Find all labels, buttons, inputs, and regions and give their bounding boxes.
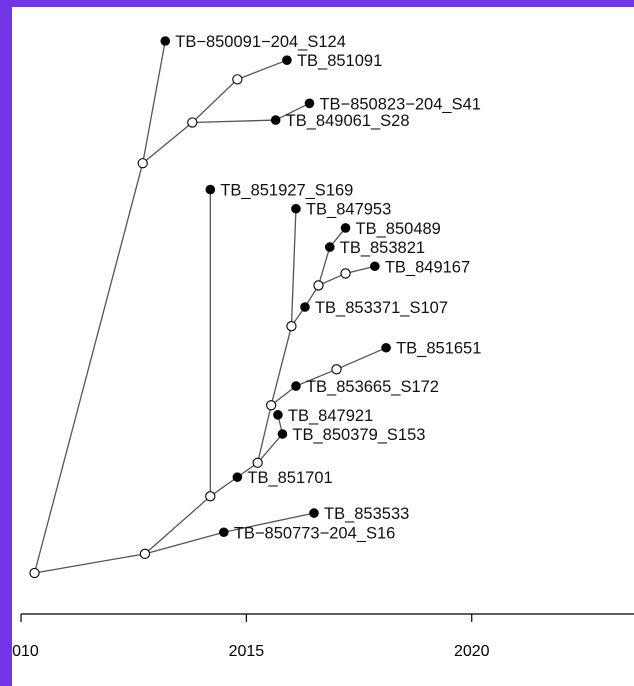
tip-label: TB_853533	[324, 505, 409, 523]
tip-node	[270, 115, 281, 125]
tree-edge	[290, 208, 297, 327]
tree-edge	[142, 40, 166, 164]
tree-edge	[223, 512, 315, 533]
tree-edge	[33, 163, 144, 574]
tree-edge	[257, 405, 272, 463]
tip-label: TB_853665_S172	[306, 378, 439, 396]
tip-label: TB_847921	[288, 407, 373, 425]
tip-label: TB_850489	[356, 220, 441, 238]
tree-edge	[275, 102, 310, 121]
x-tick-label: 2015	[229, 643, 265, 660]
tree-nodes	[29, 36, 391, 579]
tip-node	[205, 184, 216, 195]
tip-node	[160, 36, 171, 46]
tip-label: TB_850379_S153	[292, 426, 425, 444]
tip-node	[232, 472, 243, 482]
tip-node	[304, 98, 315, 109]
internal-node	[266, 400, 277, 411]
internal-node	[252, 457, 263, 468]
tip-node	[324, 242, 335, 252]
internal-node	[313, 280, 324, 291]
tip-node	[340, 223, 351, 233]
tip-label: TB_853821	[340, 239, 425, 257]
tree-edge	[142, 121, 193, 164]
tip-label: TB_851091	[297, 52, 382, 70]
tip-node	[291, 381, 301, 391]
tip-node	[219, 527, 229, 538]
tip-label: TB−850091−204_S124	[175, 33, 346, 51]
internal-node	[205, 491, 216, 502]
tip-label: TB_851927_S169	[220, 182, 353, 200]
tip-node	[291, 203, 301, 214]
tip-label: TB−850773−204_S16	[234, 524, 395, 542]
internal-node	[29, 567, 40, 579]
internal-node	[137, 158, 148, 169]
internal-node	[139, 548, 151, 559]
internal-node	[331, 364, 342, 375]
figure-panel: TB−850091−204_S124 TB_851091 TB−850823−204…	[12, 7, 634, 686]
internal-node	[232, 74, 243, 85]
internal-node	[340, 268, 351, 279]
tree-edge	[336, 347, 387, 370]
tree-edge	[257, 433, 283, 464]
tip-label: TB−850823−204_S41	[319, 95, 480, 113]
tree-edge	[144, 495, 211, 555]
tree-edge	[317, 246, 331, 286]
tree-edge	[144, 531, 225, 555]
x-tick-label: 2020	[454, 643, 490, 660]
tip-label: TB_849167	[385, 258, 470, 276]
tree-edge	[295, 368, 337, 387]
tree-edge	[270, 326, 293, 406]
tree-edge	[270, 385, 297, 406]
tip-label: TB_853371_S107	[315, 299, 448, 317]
tree-edge	[209, 476, 238, 497]
tree-edge	[192, 119, 276, 124]
tip-label: TB_847953	[306, 201, 391, 219]
tip-node	[381, 342, 391, 353]
tip-node	[277, 429, 288, 439]
tip-label: TB_851651	[396, 340, 481, 358]
internal-node	[286, 321, 297, 332]
tip-node	[370, 261, 380, 272]
tip-node	[282, 55, 292, 65]
tree-edge	[191, 78, 238, 123]
tree-edge	[34, 553, 146, 574]
internal-node	[187, 117, 198, 128]
tip-label: TB_851701	[247, 469, 332, 487]
x-axis: 2010 2015 2020	[12, 613, 634, 660]
tip-node	[300, 302, 310, 312]
x-tick-label: 2010	[12, 643, 39, 660]
tip-node	[309, 508, 319, 518]
tip-label: TB_849061_S28	[286, 112, 410, 130]
tip-node	[273, 410, 283, 420]
tree-edge	[237, 59, 288, 80]
